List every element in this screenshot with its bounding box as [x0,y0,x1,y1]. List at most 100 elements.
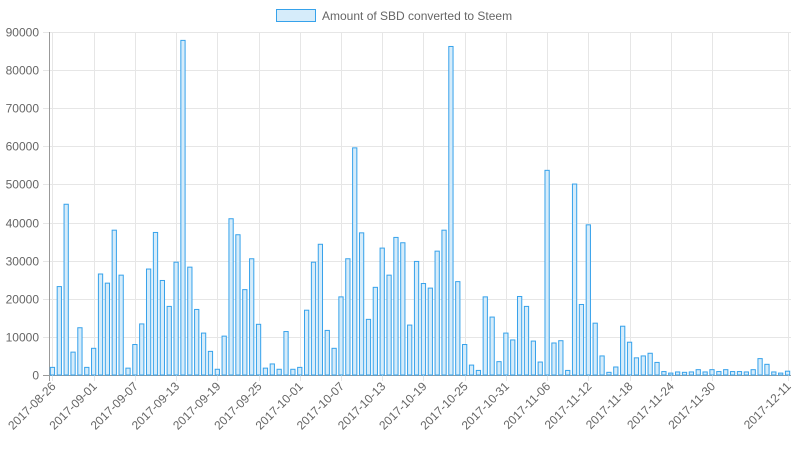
bar[interactable] [242,289,248,376]
bar[interactable] [159,279,165,376]
bar[interactable] [139,323,145,376]
bar[interactable] [462,344,468,376]
bar[interactable] [565,369,571,376]
bar[interactable] [372,286,378,376]
bar[interactable] [118,274,124,376]
bar[interactable] [200,332,207,376]
bar[interactable] [709,369,715,376]
bar[interactable] [613,366,619,376]
bar[interactable] [599,355,605,376]
bar[interactable] [91,347,97,376]
bar[interactable] [743,371,749,376]
bar[interactable] [448,45,454,376]
bar[interactable] [620,325,626,376]
bar[interactable] [771,371,777,376]
bar[interactable] [393,236,399,376]
bar[interactable] [736,371,743,376]
bar[interactable] [413,260,420,376]
bar[interactable] [132,344,138,376]
bar[interactable] [764,363,770,376]
bar[interactable] [290,368,296,376]
bar[interactable] [530,340,536,376]
bar[interactable] [475,369,482,376]
bar[interactable] [317,243,324,376]
bar[interactable] [592,322,598,376]
bar[interactable] [358,232,365,376]
bar[interactable] [269,363,275,376]
bar[interactable] [297,366,303,376]
bar[interactable] [180,39,186,376]
legend-label[interactable]: Amount of SBD converted to Steem [322,9,512,23]
bar[interactable] [70,351,76,376]
bar[interactable] [571,183,578,376]
bar[interactable] [778,372,784,376]
bar[interactable] [606,371,612,376]
bar[interactable] [516,295,523,376]
bar[interactable] [249,258,255,376]
bar[interactable] [152,231,159,376]
bar[interactable] [77,327,83,376]
bar[interactable] [304,309,310,376]
bar[interactable] [523,305,530,376]
bar[interactable] [166,305,172,376]
bar[interactable] [283,331,289,376]
bar[interactable] [558,340,564,376]
bar[interactable] [647,352,653,376]
bar[interactable] [235,234,241,376]
bar[interactable] [338,296,344,376]
bar[interactable] [104,282,111,376]
bar[interactable] [427,287,433,376]
bar[interactable] [695,369,701,376]
bar[interactable] [345,258,351,376]
bar[interactable] [503,332,509,376]
bar[interactable] [750,369,756,376]
bar[interactable] [420,283,427,376]
bar[interactable] [455,281,461,376]
bar[interactable] [441,229,447,376]
bar[interactable] [640,355,646,376]
bar[interactable] [496,361,502,376]
bar[interactable] [84,366,90,376]
bar[interactable] [723,369,729,376]
bar[interactable] [510,339,516,376]
bar[interactable] [544,169,550,376]
bar[interactable] [194,308,200,376]
bar[interactable] [63,203,69,376]
bar[interactable] [681,371,688,376]
bar[interactable] [716,371,722,376]
bar[interactable] [729,371,736,376]
bar[interactable] [757,358,763,376]
bar[interactable] [626,341,633,376]
bar[interactable] [310,261,317,376]
bar[interactable] [578,303,585,376]
bar[interactable] [173,261,179,376]
bar[interactable] [262,367,269,376]
bar[interactable] [784,370,791,376]
bar[interactable] [352,147,358,376]
bar[interactable] [228,218,234,376]
bar[interactable] [125,367,131,376]
bar[interactable] [324,329,330,376]
bar[interactable] [668,372,674,376]
bar[interactable] [675,371,681,376]
bar[interactable] [400,242,406,376]
bar[interactable] [482,296,488,376]
bar[interactable] [207,350,214,376]
chart-legend[interactable]: Amount of SBD converted to Steem [276,9,513,23]
bar[interactable] [688,371,695,376]
bar[interactable] [379,247,385,376]
bar[interactable] [56,286,62,376]
bar[interactable] [702,371,708,376]
bar[interactable] [214,368,220,376]
bar[interactable] [331,347,337,376]
bar[interactable] [365,318,372,376]
bar[interactable] [537,361,543,376]
legend-swatch[interactable] [276,9,316,22]
bar[interactable] [111,229,117,376]
bar[interactable] [551,342,557,376]
bar[interactable] [489,316,495,376]
bar[interactable] [585,224,591,376]
bar[interactable] [145,268,152,376]
bar[interactable] [49,366,56,376]
bar[interactable] [468,364,475,376]
